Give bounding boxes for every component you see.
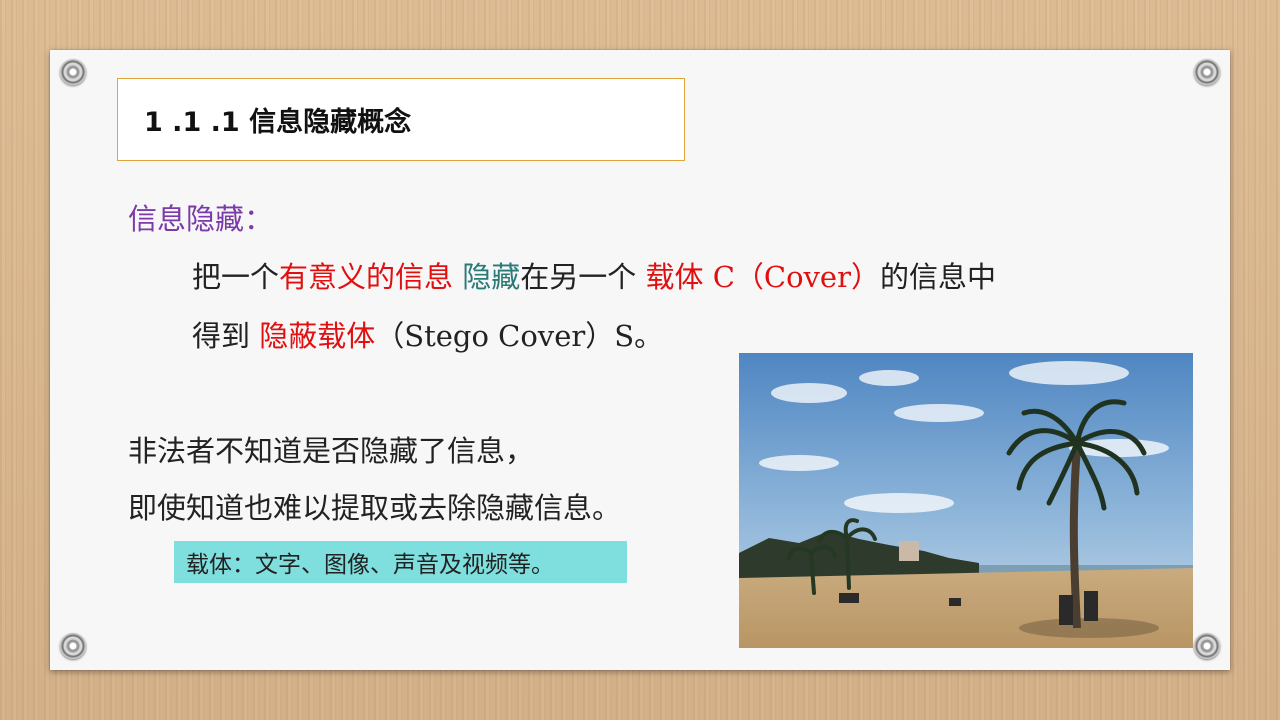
text-segment: 得到 xyxy=(192,319,260,353)
carrier-note: 载体：文字、图像、声音及视频等。 xyxy=(174,541,627,583)
stego-cover-text: 隐蔽载体 xyxy=(259,319,376,353)
beach-photo xyxy=(739,353,1193,648)
pin-icon xyxy=(60,59,86,85)
meaningful-info-text: 有意义的信息 xyxy=(279,260,454,294)
pin-icon xyxy=(1194,59,1220,85)
text-segment: 在另一个 xyxy=(520,260,646,294)
property-line-1: 非法者不知道是否隐藏了信息， xyxy=(128,434,535,468)
text-segment: 的信息中 xyxy=(879,260,996,294)
definition-line-1: 把一个有意义的信息 隐藏在另一个 载体 C（Cover）的信息中 xyxy=(192,254,996,296)
pin-icon xyxy=(60,633,86,659)
section-heading: 信息隐藏： xyxy=(128,202,274,236)
cover-text: 载体 C（Cover） xyxy=(645,260,880,294)
beach-palm-tree-image xyxy=(739,353,1193,648)
title-box: 1 .1 .1 信息隐藏概念 xyxy=(117,78,685,161)
text-segment: 把一个 xyxy=(192,260,280,294)
slide-title: 1 .1 .1 信息隐藏概念 xyxy=(144,107,412,138)
text-segment xyxy=(453,260,462,294)
definition-line-2: 得到 隐蔽载体（Stego Cover）S。 xyxy=(192,313,663,355)
property-line-2: 即使知道也难以提取或去除隐藏信息。 xyxy=(128,491,622,525)
carrier-note-text: 载体：文字、图像、声音及视频等。 xyxy=(186,552,554,578)
text-segment: （Stego Cover）S。 xyxy=(375,319,664,353)
hide-text: 隐藏 xyxy=(462,260,521,294)
pin-icon xyxy=(1194,633,1220,659)
